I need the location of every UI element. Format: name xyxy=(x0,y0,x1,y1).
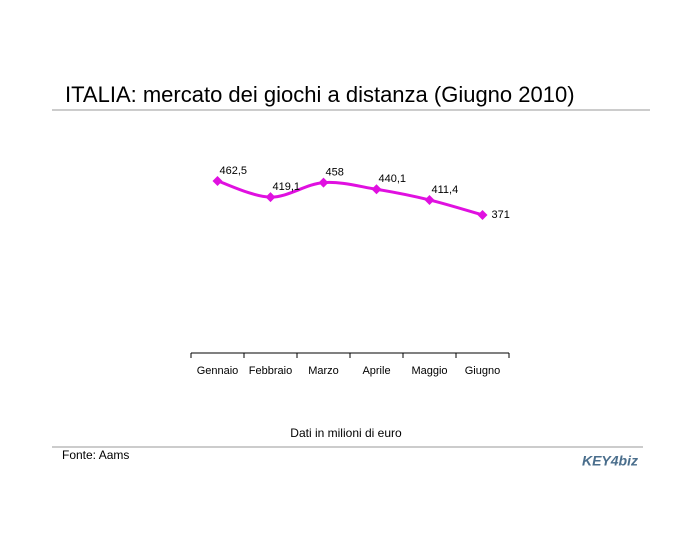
marker xyxy=(212,175,223,186)
chart-title: ITALIA: mercato dei giochi a distanza (G… xyxy=(65,82,575,107)
marker xyxy=(265,192,276,203)
value-label: 419,1 xyxy=(273,181,301,193)
value-label: 411,4 xyxy=(432,184,459,196)
marker xyxy=(424,194,435,205)
value-label: 458 xyxy=(326,167,344,179)
x-tick-label: Aprile xyxy=(362,365,390,377)
value-label: 462,5 xyxy=(220,165,248,177)
x-tick-label: Maggio xyxy=(411,365,447,377)
x-tick-label: Febbraio xyxy=(249,365,292,377)
x-tick-label: Giugno xyxy=(465,365,500,377)
value-label: 440,1 xyxy=(379,173,407,185)
x-tick-label: Gennaio xyxy=(197,365,239,377)
marker xyxy=(371,184,382,195)
marker xyxy=(318,177,329,188)
marker xyxy=(477,209,488,220)
value-label: 371 xyxy=(492,209,510,221)
source: Fonte: Aams xyxy=(62,448,129,462)
logo: KEY4biz xyxy=(582,453,638,469)
x-axis-label: Dati in milioni di euro xyxy=(290,426,402,440)
x-tick-label: Marzo xyxy=(308,365,339,377)
series-line xyxy=(217,179,483,217)
